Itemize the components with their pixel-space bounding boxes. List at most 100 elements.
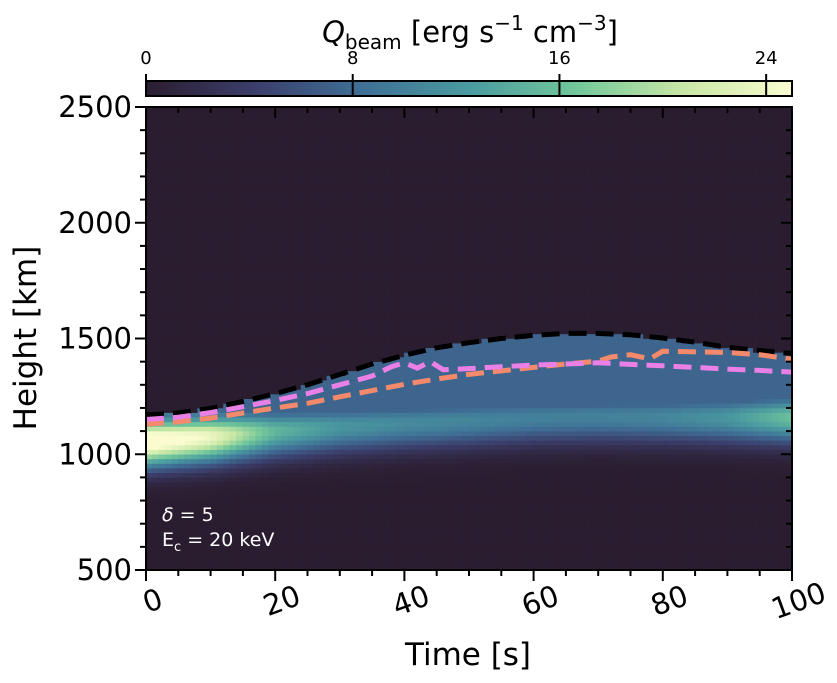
heatmap-cell [146, 426, 153, 432]
heatmap-cell [417, 393, 425, 399]
heatmap-cell [229, 495, 237, 501]
heatmap-cell [165, 486, 173, 492]
heatmap-cell [371, 490, 379, 497]
heatmap-cell [378, 398, 386, 404]
heatmap-cell [455, 236, 463, 242]
heatmap-cell [333, 463, 341, 469]
heatmap-cell [203, 467, 211, 474]
heatmap-cell [339, 180, 347, 187]
heatmap-cell [417, 375, 425, 381]
heatmap-cell [371, 486, 379, 492]
heatmap-cell [249, 324, 257, 330]
heatmap-cell [287, 176, 295, 182]
heatmap-cell [371, 259, 379, 265]
heatmap-cell [436, 403, 444, 409]
heatmap-cell [391, 287, 399, 293]
heatmap-cell [345, 254, 354, 261]
heatmap-cell [255, 430, 263, 437]
heatmap-cell [165, 180, 173, 187]
heatmap-cell [197, 426, 205, 432]
heatmap-cell [352, 565, 360, 570]
heatmap-cell [313, 129, 321, 136]
heatmap-cell [229, 537, 237, 543]
heatmap-cell [455, 463, 463, 469]
heatmap-cell [449, 495, 457, 501]
heatmap-cell [197, 227, 205, 233]
heatmap-cell [190, 328, 198, 335]
heatmap-cell [404, 509, 412, 515]
heatmap-cell [429, 426, 437, 432]
heatmap-cell [391, 208, 399, 214]
heatmap-cell [197, 541, 205, 548]
heatmap-cell [152, 500, 160, 506]
heatmap-cell [229, 180, 237, 187]
heatmap-cell [300, 162, 308, 168]
heatmap-cell [152, 139, 160, 145]
heatmap-cell [178, 370, 186, 376]
heatmap-cell [449, 551, 457, 557]
heatmap-cell [449, 356, 457, 362]
heatmap-cell [339, 532, 347, 538]
heatmap-cell [197, 157, 205, 163]
heatmap-cell [165, 403, 173, 409]
heatmap-cell [274, 305, 282, 312]
heatmap-cell [274, 518, 282, 524]
heatmap-cell [326, 490, 334, 497]
heatmap-cell [242, 384, 250, 390]
heatmap-cell [442, 486, 450, 492]
heatmap-cell [339, 389, 347, 395]
heatmap-cell [268, 222, 276, 228]
heatmap-cell [345, 153, 354, 159]
heatmap-cell [397, 296, 405, 302]
heatmap-cell [320, 296, 328, 302]
heatmap-cell [203, 291, 211, 298]
heatmap-cell [410, 278, 418, 284]
heatmap-cell [378, 139, 386, 145]
heatmap-cell [339, 139, 347, 145]
heatmap-cell [333, 361, 341, 367]
heatmap-cell [365, 236, 373, 242]
heatmap-cell [397, 444, 405, 450]
heatmap-cell [333, 500, 341, 506]
heatmap-cell [462, 319, 470, 325]
heatmap-cell [345, 324, 354, 330]
heatmap-cell [410, 384, 418, 390]
heatmap-cell [268, 389, 276, 395]
heatmap-cell [462, 509, 470, 515]
heatmap-cell [236, 449, 244, 455]
heatmap-cell [320, 157, 328, 163]
heatmap-cell [178, 509, 186, 515]
heatmap-cell [203, 481, 211, 487]
heatmap-cell [397, 541, 405, 548]
heatmap-cell [171, 287, 179, 293]
heatmap-cell [371, 153, 379, 159]
heatmap-cell [255, 370, 263, 376]
heatmap-cell [261, 555, 270, 562]
heatmap-cell [333, 148, 341, 154]
heatmap-cell [378, 560, 386, 566]
heatmap-cell [203, 333, 211, 339]
heatmap-cell [410, 236, 418, 242]
heatmap-cell [171, 514, 179, 520]
heatmap-cell [229, 467, 237, 474]
heatmap-cell [210, 213, 218, 219]
heatmap-cell [223, 166, 231, 173]
heatmap-cell [178, 486, 186, 492]
heatmap-cell [171, 537, 179, 543]
heatmap-cell [339, 416, 347, 423]
heatmap-cell [178, 356, 186, 362]
heatmap-cell [365, 532, 373, 538]
heatmap-cell [455, 555, 463, 562]
heatmap-cell [358, 171, 366, 177]
heatmap-cell [384, 352, 392, 358]
heatmap-cell [190, 537, 198, 543]
heatmap-cell [190, 384, 198, 390]
heatmap-cell [320, 421, 328, 427]
heatmap-cell [158, 162, 166, 168]
heatmap-cell [281, 342, 289, 349]
heatmap-cell [158, 213, 166, 219]
heatmap-cell [158, 528, 166, 534]
heatmap-cell [146, 240, 153, 247]
heatmap-cell [449, 208, 457, 214]
heatmap-cell [216, 162, 224, 168]
